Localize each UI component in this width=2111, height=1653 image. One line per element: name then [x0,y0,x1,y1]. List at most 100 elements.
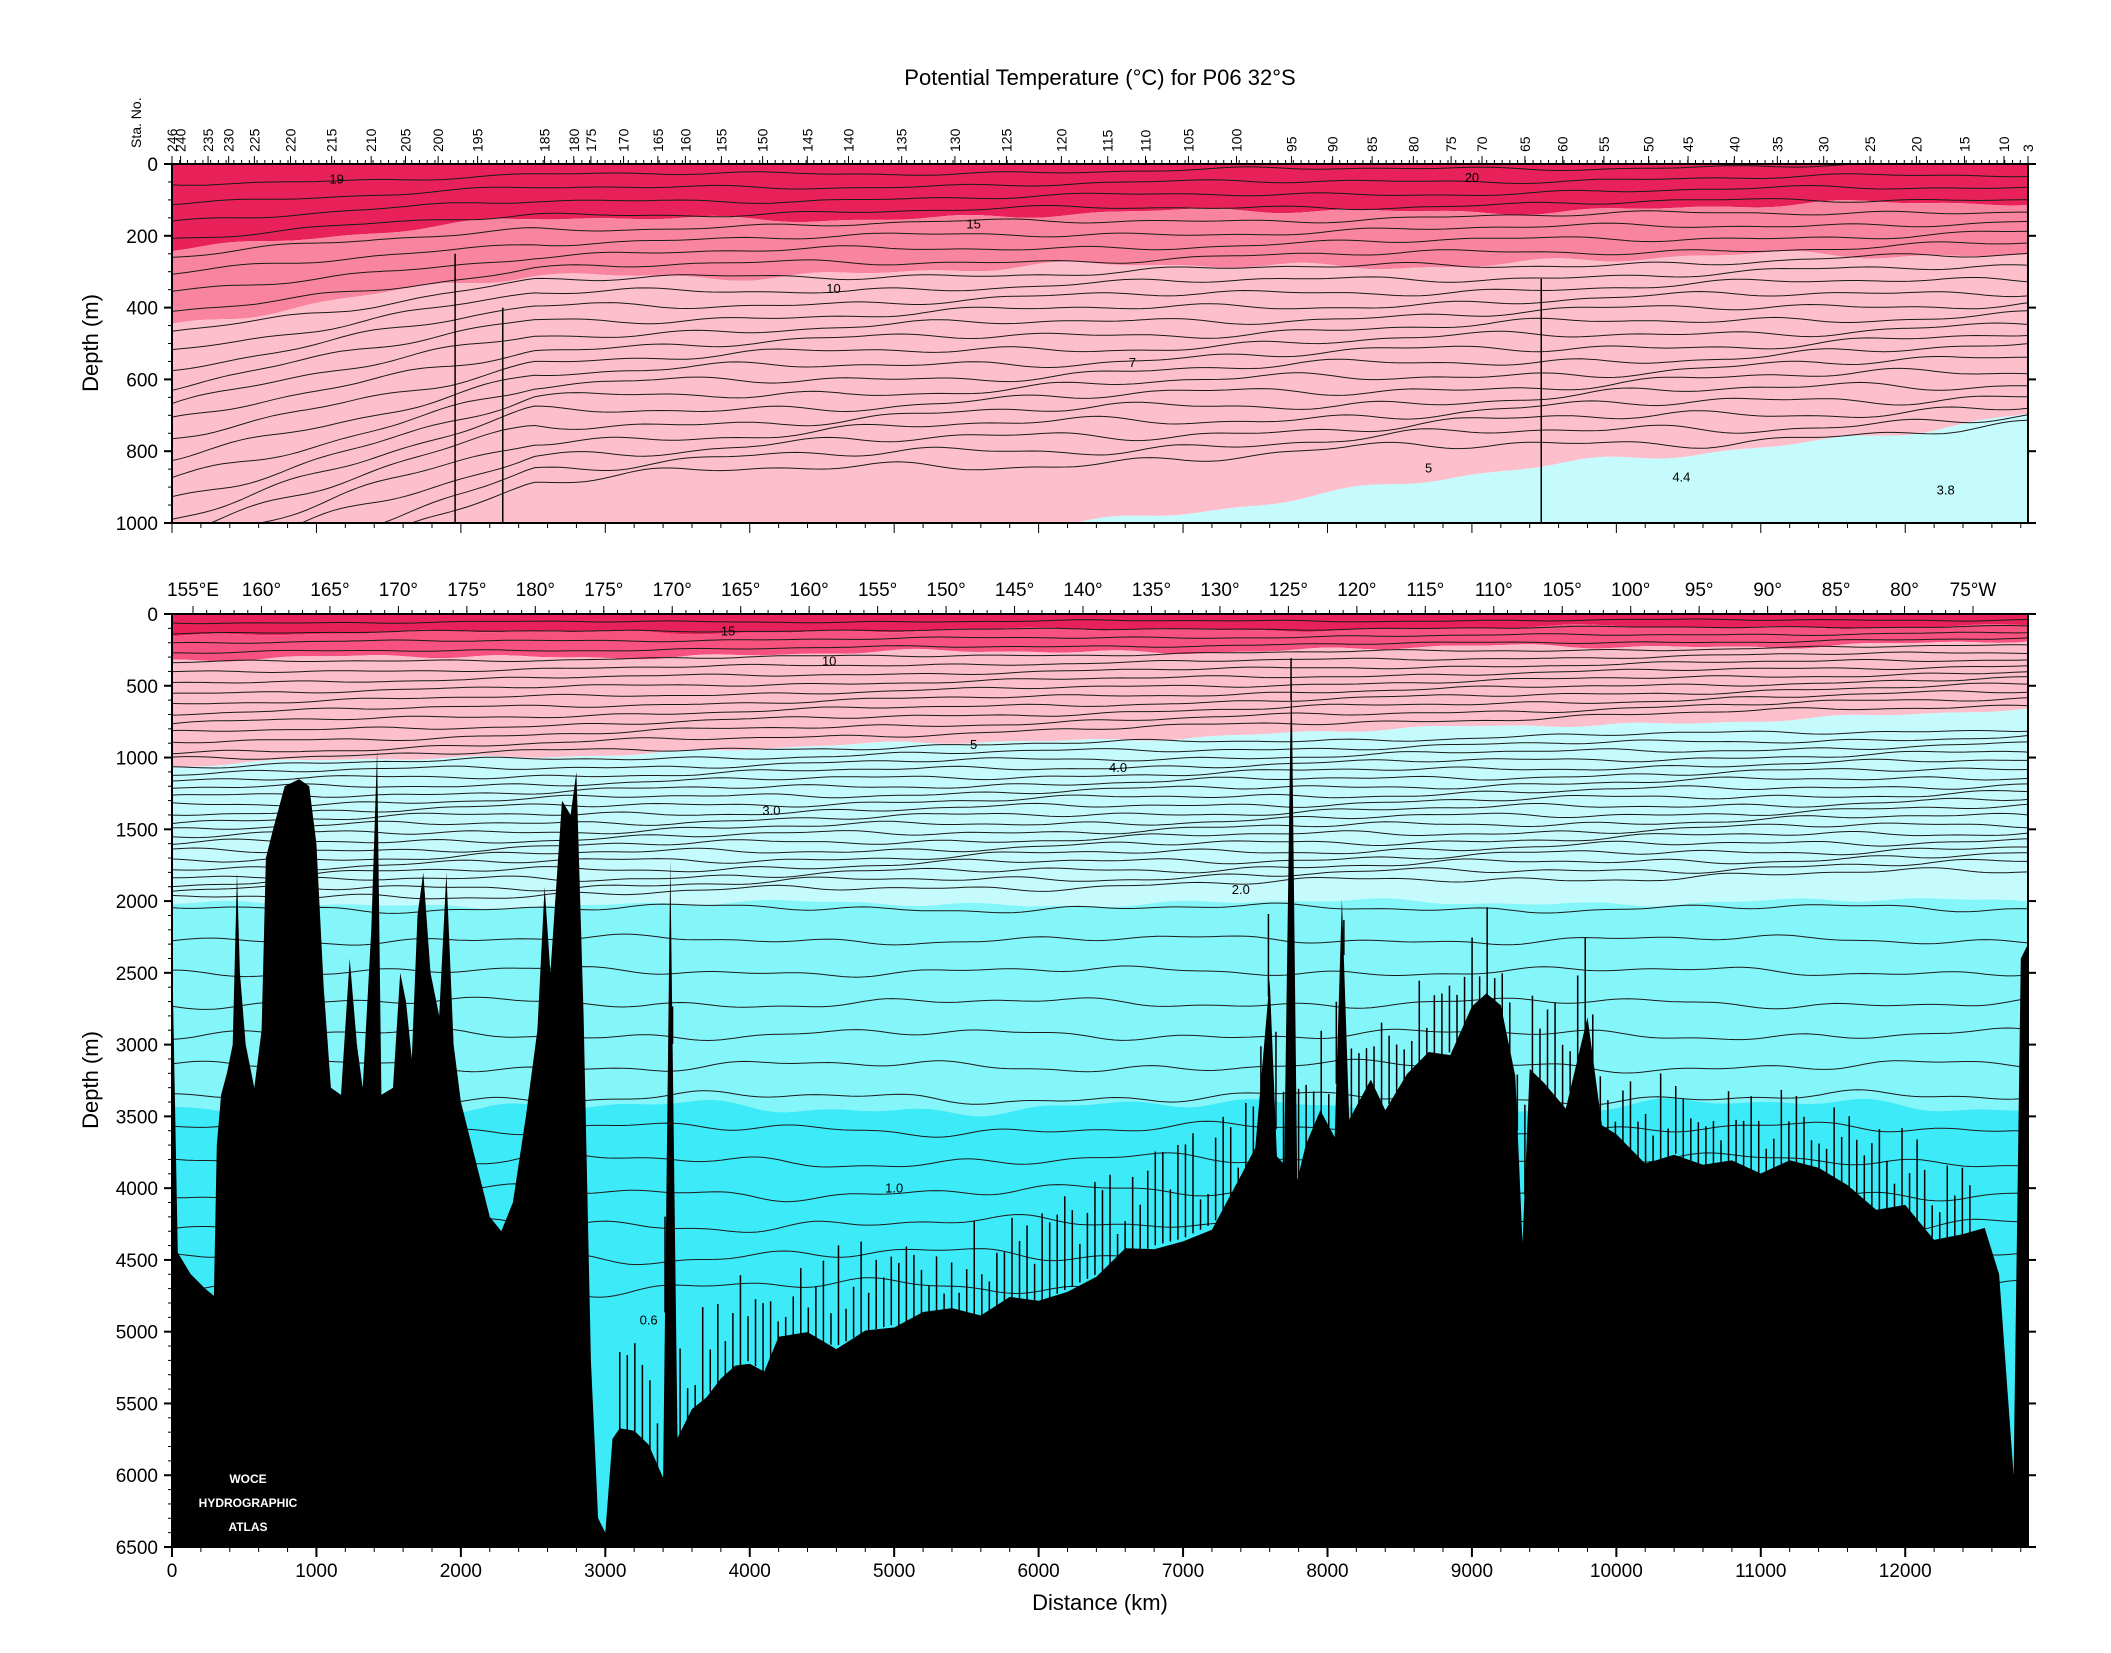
longitude-label: 170° [653,580,692,601]
upper-isotherm-line [172,302,2028,404]
lower-isotherm-line [172,767,2028,798]
lower-contour-label: 10 [822,654,836,669]
woce-atlas-logo: WOCE HYDROGRAPHIC ATLAS [199,1472,298,1534]
longitude-label: 140° [1063,580,1102,601]
lower-isotherm-line [172,676,2028,716]
longitude-label: 95° [1685,580,1714,601]
upper-isotherm-line [172,343,2028,478]
lower-isotherm-line [172,651,2028,674]
upper-y-axis-title: Depth (m) [78,294,103,392]
station-label: 225 [246,128,262,152]
station-label: 85 [1364,136,1380,152]
station-label: 175 [583,128,599,152]
station-label: 60 [1555,136,1571,152]
lower-isotherm-line [172,671,2028,705]
upper-fill-layer [172,164,2028,523]
station-label: 150 [755,128,771,152]
upper-isotherm-line [172,241,2028,312]
station-label: 185 [537,128,553,152]
lower-isotherm-line [172,659,2028,684]
station-label: 70 [1474,136,1490,152]
upper-contour-label: 20 [1465,170,1479,185]
longitude-label: 165° [721,580,760,601]
lower-isotherm-line [172,838,2028,871]
x-tick-label: 2000 [440,1561,482,1582]
lower-isotherm-line [172,1027,2028,1042]
station-axis-label: Sta. No. [128,97,144,148]
station-label: 45 [1680,136,1696,152]
longitude-label: 85° [1822,580,1851,601]
longitude-label: 75°W [1950,580,1997,601]
upper-isotherm-line [172,173,2028,206]
chart-title: Potential Temperature (°C) for P06 32°S [904,65,1295,90]
upper-isotherm-line [172,322,2028,440]
station-label: 130 [947,128,963,152]
longitude-label: 115° [1406,580,1444,601]
lower-plot-frame [171,613,2029,1548]
lower-isotherm-line [172,902,2028,914]
lower-isotherm-line [172,682,2028,725]
station-label: 230 [221,128,237,152]
station-label: 140 [841,128,857,152]
lower-isotherm-line [172,852,2028,888]
upper-isotherm-line [410,419,2028,523]
upper-isotherm-line [172,264,2028,351]
upper-isotherm-line [300,406,2028,523]
station-label: 40 [1726,136,1742,152]
upper-isotherm-line [172,290,2028,391]
station-label: 10 [1996,136,2012,152]
x-tick-label: 1000 [295,1561,337,1582]
station-label: 100 [1229,128,1245,152]
station-label: 15 [1957,136,1973,152]
bathymetry [172,659,2028,1547]
station-label: 160 [677,128,693,152]
longitude-axis: 155°E 160° 165° 170° 175° 180° 175° 170° 165° 160… [167,580,1996,614]
lower-y-tick-label: 6500 [116,1538,158,1559]
lower-isotherm-line [172,1120,2028,1138]
lower-isotherm-line [172,996,2028,1010]
upper-isotherm-line [172,220,2028,275]
station-label: 145 [799,128,815,152]
station-label: 50 [1641,136,1657,152]
lower-band-cool-mid [172,898,2028,1117]
lower-y-axis-title: Depth (m) [78,1031,103,1129]
lower-y-tick-label: 1000 [116,749,158,770]
lower-isotherm-line [172,1058,2028,1074]
upper-isotherm-line [172,367,2028,520]
lower-isotherm-line [172,625,2028,635]
lower-isotherm-line [172,797,2028,830]
lower-panel: 15 10 5 4.0 3.0 2.0 1.0 0.6 WOCE HYDROGRAPHIC A… [78,580,2036,1615]
lower-isotherm-line [172,831,2028,863]
upper-contour-label: 3.8 [1937,482,1955,497]
upper-contour-label: 5 [1425,461,1432,476]
station-label: 220 [283,128,299,152]
lower-contour-label: 1.0 [885,1180,903,1195]
x-tick-label: 4000 [729,1561,771,1582]
station-label: 155 [713,128,729,152]
lower-isotherm-line [172,758,2028,789]
station-label: 235 [200,128,216,152]
lower-y-tick-label: 1500 [116,820,158,841]
lower-isotherm-line [172,741,2028,776]
upper-isotherm-line [257,395,2028,523]
lower-isotherm-line [172,750,2028,782]
upper-plot-area [172,164,2028,523]
x-tick-label: 9000 [1451,1561,1493,1582]
station-label: 105 [1180,128,1196,152]
upper-y-tick-label: 600 [126,370,158,391]
lower-isotherm-line [172,697,2028,744]
lower-y-tick-label: 2000 [116,892,158,913]
lower-isotherm-line [172,822,2028,854]
station-label: 125 [998,128,1014,152]
lower-isotherm-line [172,803,2028,839]
lower-y-axis: 0 500 1000 1500 2000 2500 3000 3500 4000 4500 5000… [116,605,2036,1559]
upper-isotherm-line [172,334,2028,462]
longitude-label: 120° [1337,580,1376,601]
station-label: 200 [430,128,446,152]
station-label: 35 [1769,136,1785,152]
station-label: 165 [650,128,666,152]
station-label: 110 [1138,129,1154,152]
